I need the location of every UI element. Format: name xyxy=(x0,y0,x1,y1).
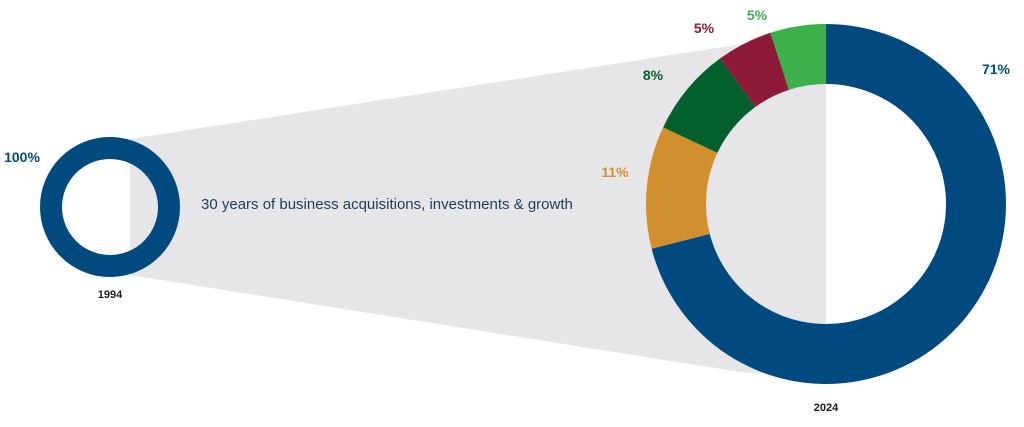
donut-2024-value-label-2: 8% xyxy=(643,67,664,83)
donut-2024-value-label-1: 11% xyxy=(601,164,629,180)
donut-1994-slice-0 xyxy=(40,137,180,277)
donut-1994-value-label-0: 100% xyxy=(4,149,40,165)
donut-2024-value-label-4: 5% xyxy=(747,7,768,23)
caption: 30 years of business acquisitions, inves… xyxy=(201,196,573,213)
year-label-2024: 2024 xyxy=(814,402,839,414)
donut-2024-slice-0 xyxy=(651,23,1007,385)
donut-2024-slice-3 xyxy=(720,32,789,107)
year-label-1994: 1994 xyxy=(98,289,123,301)
donut-1994: 100% xyxy=(4,137,180,277)
donut-2024-slice-4 xyxy=(770,24,826,90)
donut-2024-value-label-3: 5% xyxy=(694,20,715,36)
donut-2024: 71% 11% 8% 5% 5% xyxy=(601,7,1011,385)
donut-2024-slice-1 xyxy=(646,127,718,249)
donut-2024-value-label-0: 71% xyxy=(982,61,1011,77)
connector-band xyxy=(130,32,826,378)
donut-2024-slice-2 xyxy=(663,58,756,153)
